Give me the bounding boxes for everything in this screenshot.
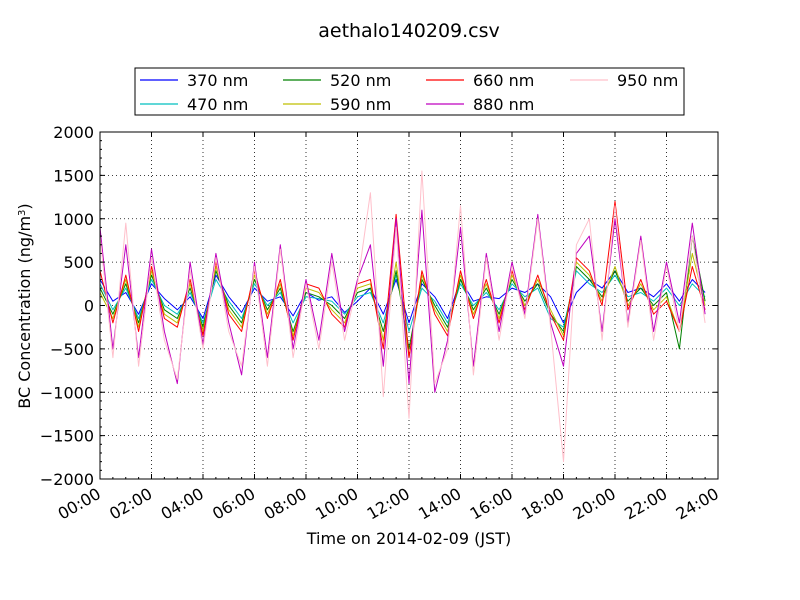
- y-tick-label: 1000: [53, 210, 94, 229]
- x-tick-label: 24:00: [673, 484, 722, 524]
- x-tick-label: 18:00: [518, 484, 567, 524]
- y-tick-label: 0: [84, 297, 94, 316]
- series-layer: [100, 170, 706, 463]
- x-tick-label: 22:00: [621, 484, 670, 524]
- chart-title: aethalo140209.csv: [318, 20, 500, 42]
- y-tick-label: −500: [50, 340, 94, 359]
- y-tick-label: −1500: [40, 427, 94, 446]
- x-tick-label: 02:00: [106, 484, 155, 524]
- series-line-520-nm: [100, 235, 706, 350]
- series-line-880-nm: [100, 209, 706, 393]
- y-axis-label-main: BC Concentration (ng/m: [15, 216, 34, 409]
- y-axis-label-close: ): [15, 203, 34, 209]
- x-tick-label: 06:00: [209, 484, 258, 524]
- y-axis-label: BC Concentration (ng/m3): [15, 203, 34, 408]
- series-line-590-nm: [100, 252, 706, 359]
- x-tick-label: 14:00: [415, 484, 464, 524]
- x-tick-label: 20:00: [570, 484, 619, 524]
- y-tick-label: 1500: [53, 166, 94, 185]
- legend-frame: [134, 67, 685, 116]
- x-tick-label: 00:00: [55, 484, 104, 524]
- x-tick-label: 12:00: [364, 484, 413, 524]
- y-tick-label: −1000: [40, 383, 94, 402]
- y-axis-label-sup: 3: [17, 210, 28, 216]
- y-tick-label: −2000: [40, 470, 94, 489]
- x-tick-label: 10:00: [312, 484, 361, 524]
- x-tick-label: 16:00: [467, 484, 516, 524]
- legend-label: 880 nm: [473, 95, 534, 114]
- legend-label: 370 nm: [187, 71, 248, 90]
- legend-label: 950 nm: [617, 71, 678, 90]
- x-axis-label: Time on 2014-02-09 (JST): [306, 529, 511, 548]
- y-tick-label: 500: [63, 253, 94, 272]
- x-tick-label: 08:00: [261, 484, 310, 524]
- legend-label: 520 nm: [330, 71, 391, 90]
- x-tick-labels: 00:00 02:00 04:00 06:00 08:00 10:00 12:00 14:00…: [55, 484, 722, 524]
- axis-ticks: [99, 131, 719, 480]
- legend: 370 nm 470 nm 520 nm 590 nm 660 nm 880 nm 950 …: [134, 67, 685, 116]
- legend-label: 590 nm: [330, 95, 391, 114]
- legend-label: 660 nm: [473, 71, 534, 90]
- y-tick-label: 2000: [53, 123, 94, 142]
- series-line-950-nm: [100, 170, 706, 463]
- y-tick-labels: −2000 −1500 −1000 −500 0 500 1000 1500 2000: [40, 123, 94, 489]
- series-line-660-nm: [100, 200, 706, 359]
- legend-label: 470 nm: [187, 95, 248, 114]
- x-tick-label: 04:00: [158, 484, 207, 524]
